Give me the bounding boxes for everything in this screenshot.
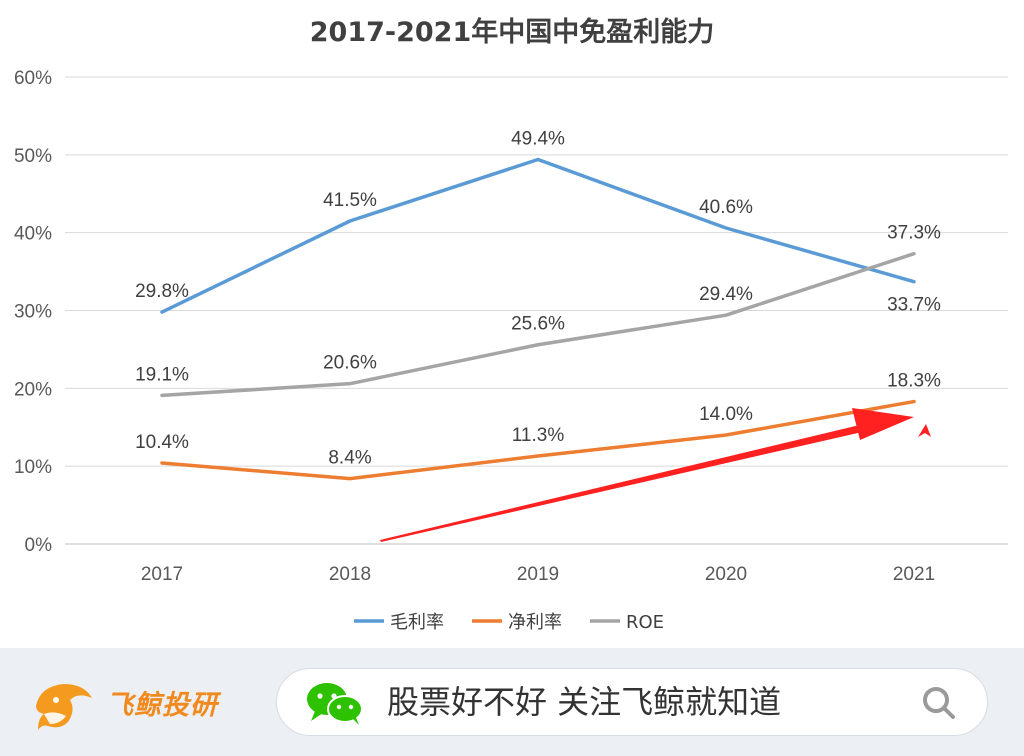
series-line — [160, 399, 916, 481]
data-label: 18.3% — [887, 371, 941, 392]
footer-banner: 飞鲸投研 股票好不好 关注飞鲸就知道 — [0, 648, 1024, 756]
search-slogan: 股票好不好 关注飞鲸就知道 — [387, 683, 782, 721]
x-tick-label: 2019 — [517, 564, 559, 585]
arrow-head — [852, 408, 914, 440]
data-label: 8.4% — [328, 448, 371, 469]
data-label: 25.6% — [511, 314, 565, 335]
data-label: 14.0% — [699, 404, 753, 425]
x-tick-label: 2020 — [705, 564, 747, 585]
series-line — [160, 157, 916, 314]
y-tick-label: 0% — [25, 535, 53, 556]
data-label: 41.5% — [323, 190, 377, 211]
x-tick-label: 2017 — [141, 564, 183, 585]
data-labels: 29.8% 41.5% 49.4% 40.6% 33.7% 10.4% 8.4% 11.3% 1… — [135, 129, 941, 469]
search-bar[interactable]: 股票好不好 关注飞鲸就知道 — [276, 668, 988, 736]
y-tick-label: 40% — [14, 224, 52, 245]
data-label: 19.1% — [135, 364, 189, 385]
data-label: 40.6% — [699, 197, 753, 218]
data-label: 37.3% — [887, 223, 941, 244]
line-chart: 2017-2021年中国中免盈利能力 0%10%20%30%40%50%60% … — [14, 16, 1008, 633]
data-label: 10.4% — [135, 432, 189, 453]
brand-name: 飞鲸投研 — [106, 689, 218, 721]
trend-arrow-annotation — [380, 408, 931, 542]
wechat-icon — [307, 683, 363, 725]
y-tick-label: 10% — [14, 457, 52, 478]
whale-logo-icon — [36, 684, 92, 730]
data-label: 29.4% — [699, 284, 753, 305]
legend-label: ROE — [626, 612, 664, 633]
series-line — [160, 251, 916, 398]
x-axis-ticks: 2017 2018 2019 2020 2021 — [141, 564, 935, 585]
legend-label: 毛利率 — [390, 612, 444, 633]
chart-title: 2017-2021年中国中免盈利能力 — [310, 16, 715, 48]
y-tick-label: 50% — [14, 146, 52, 167]
data-label: 11.3% — [512, 425, 565, 446]
data-label: 33.7% — [887, 295, 941, 316]
search-icon[interactable] — [921, 685, 957, 721]
legend: 毛利率 净利率 ROE — [354, 612, 664, 633]
data-label: 49.4% — [511, 129, 565, 150]
x-tick-label: 2021 — [893, 564, 935, 585]
y-tick-label: 30% — [14, 302, 52, 323]
arrow-shaft — [380, 423, 871, 542]
series-lines — [160, 157, 916, 481]
grid-lines — [65, 76, 1008, 545]
arrow-fragment — [918, 424, 931, 437]
x-tick-label: 2018 — [329, 564, 371, 585]
y-tick-label: 20% — [14, 379, 52, 400]
legend-label: 净利率 — [508, 612, 562, 633]
data-label: 20.6% — [323, 353, 377, 374]
y-tick-label: 60% — [14, 68, 52, 89]
brand[interactable]: 飞鲸投研 — [30, 670, 218, 734]
data-label: 29.8% — [135, 281, 189, 302]
y-axis-ticks: 0% 10% 20% 30% 40% 50% 60% — [14, 68, 52, 556]
